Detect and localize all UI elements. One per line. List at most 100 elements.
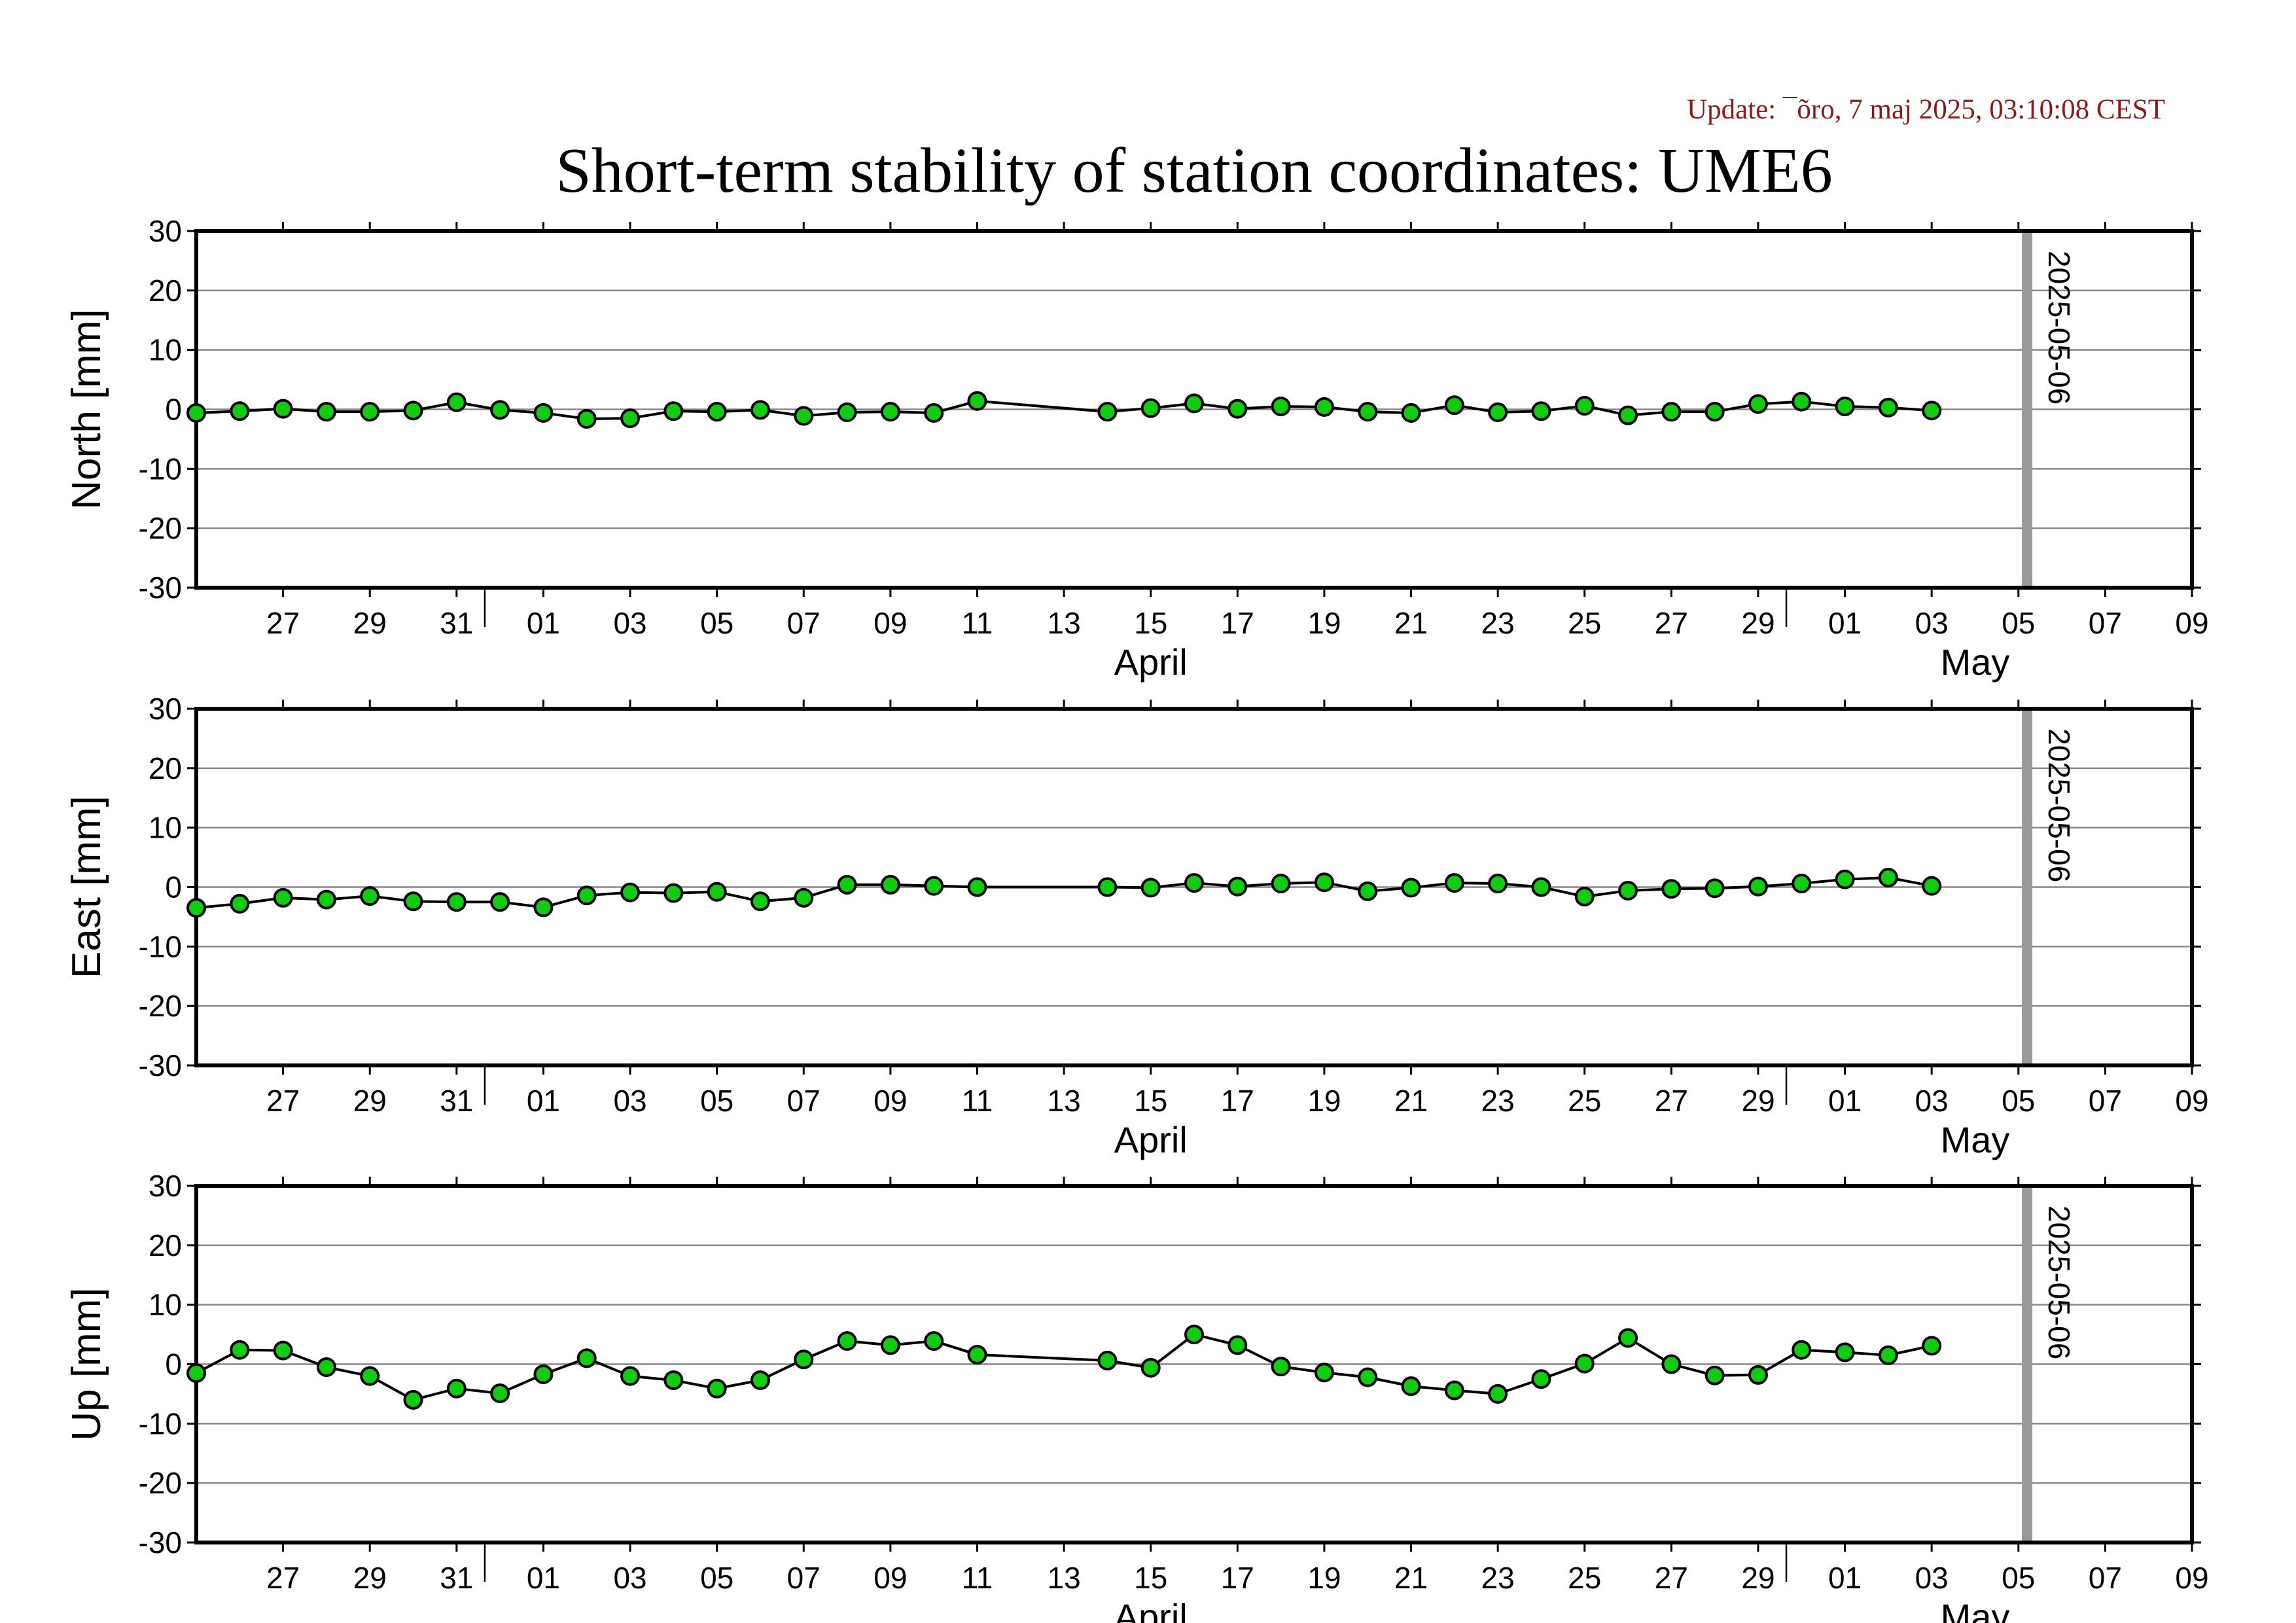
x-tick-label: 31 — [440, 1084, 473, 1118]
data-point — [1401, 402, 1421, 423]
x-tick-label: 27 — [266, 1561, 300, 1595]
x-tick-label: 25 — [1568, 606, 1601, 640]
x-tick-label: 21 — [1394, 1084, 1428, 1118]
data-point — [1661, 402, 1682, 422]
y-axis-label: Up [mm] — [64, 1287, 109, 1440]
data-point — [1140, 398, 1161, 418]
data-point — [273, 1340, 293, 1361]
x-tick-label: 27 — [1655, 1084, 1688, 1118]
data-point — [186, 1363, 206, 1383]
data-point — [403, 891, 423, 912]
y-tick-label: -10 — [139, 452, 182, 486]
data-point — [1878, 867, 1898, 887]
data-point — [924, 1331, 944, 1351]
y-tick-label: -10 — [139, 929, 182, 963]
data-point — [533, 402, 554, 423]
data-point — [1444, 395, 1464, 416]
data-point — [1271, 396, 1291, 416]
x-tick-label: 29 — [1741, 1084, 1775, 1118]
data-point — [1792, 1340, 1812, 1360]
data-point — [230, 1340, 250, 1360]
x-tick-label: 07 — [787, 1561, 821, 1595]
y-tick-label: -30 — [139, 1525, 182, 1560]
x-tick-label: 27 — [266, 1084, 300, 1118]
x-tick-label: 23 — [1481, 606, 1515, 640]
data-point — [924, 402, 944, 423]
data-point — [1835, 1342, 1855, 1363]
x-tick-label: 21 — [1394, 1561, 1428, 1595]
data-point — [967, 391, 987, 411]
chart-title: Short-term stability of station coordina… — [556, 135, 1833, 206]
data-point — [967, 1344, 987, 1364]
date-marker-label: 2025-05-06 — [2042, 1205, 2076, 1359]
panel-East [mm]: 30 20 10 0 -10 -20 -30 East [mm] 27 29 31 01 03 05 07 0… — [64, 692, 2209, 1160]
x-tick-label: 29 — [353, 1084, 387, 1118]
data-point — [316, 402, 336, 422]
data-point — [1314, 872, 1334, 893]
data-point — [880, 874, 900, 895]
data-point — [794, 406, 814, 426]
data-point — [1748, 1364, 1768, 1385]
data-point — [1661, 879, 1682, 899]
data-point — [1922, 1336, 1942, 1356]
data-point — [1922, 876, 1942, 896]
x-tick-label: 15 — [1134, 1561, 1167, 1595]
data-point — [750, 400, 770, 420]
x-tick-label: 09 — [874, 1561, 907, 1595]
y-tick-label: 20 — [149, 1228, 182, 1262]
x-tick-label: 09 — [2175, 1084, 2208, 1118]
date-marker-label: 2025-05-06 — [2042, 251, 2076, 404]
data-point — [1878, 397, 1898, 418]
data-point — [880, 1335, 900, 1355]
x-tick-label: 03 — [1915, 1084, 1949, 1118]
data-point — [1184, 873, 1204, 893]
data-point — [837, 402, 857, 423]
y-tick-label: 30 — [149, 692, 182, 726]
data-point — [794, 887, 814, 908]
data-point — [1097, 1351, 1118, 1371]
data-point — [316, 889, 336, 910]
x-tick-label: 29 — [353, 1561, 387, 1595]
data-point — [1835, 869, 1855, 889]
data-point — [1140, 878, 1161, 898]
x-tick-label: 05 — [2002, 1561, 2035, 1595]
x-tick-label: 09 — [874, 606, 907, 640]
data-point — [1618, 405, 1638, 425]
data-point — [360, 1366, 380, 1386]
x-tick-label: 09 — [2175, 606, 2208, 640]
data-point — [750, 1370, 770, 1391]
data-point — [707, 402, 727, 422]
x-tick-label: 13 — [1048, 606, 1081, 640]
y-tick-label: 0 — [165, 1347, 182, 1382]
x-tick-label: 27 — [266, 606, 300, 640]
data-point — [750, 891, 770, 912]
plot-frame — [194, 707, 2194, 1067]
x-tick-label: 09 — [2175, 1561, 2208, 1595]
data-point — [1748, 394, 1768, 414]
data-point — [663, 883, 684, 903]
data-point — [1531, 877, 1551, 897]
data-point — [620, 1366, 641, 1386]
data-point — [1748, 876, 1768, 897]
x-tick-label: 19 — [1307, 1084, 1341, 1118]
data-point — [1835, 396, 1855, 416]
data-point — [1531, 401, 1551, 421]
y-axis-label: East [mm] — [64, 796, 109, 978]
data-point — [1358, 881, 1378, 901]
x-tick-label: 03 — [613, 606, 646, 640]
y-tick-label: -20 — [139, 1466, 182, 1500]
data-point — [880, 402, 900, 422]
y-tick-label: 10 — [149, 1288, 182, 1322]
x-tick-label: 19 — [1307, 1561, 1341, 1595]
data-point — [1574, 887, 1595, 907]
data-point — [1227, 399, 1248, 419]
x-tick-label: 07 — [2089, 606, 2122, 640]
panel-North [mm]: 30 20 10 0 -10 -20 -30 North [mm] 27 29 31 01 03 05 07… — [64, 214, 2209, 683]
data-point — [620, 408, 641, 429]
y-tick-label: -30 — [139, 1048, 182, 1082]
x-tick-label: 05 — [700, 1561, 733, 1595]
y-tick-label: 0 — [165, 870, 182, 904]
data-point — [1488, 402, 1508, 423]
data-point — [230, 893, 250, 914]
